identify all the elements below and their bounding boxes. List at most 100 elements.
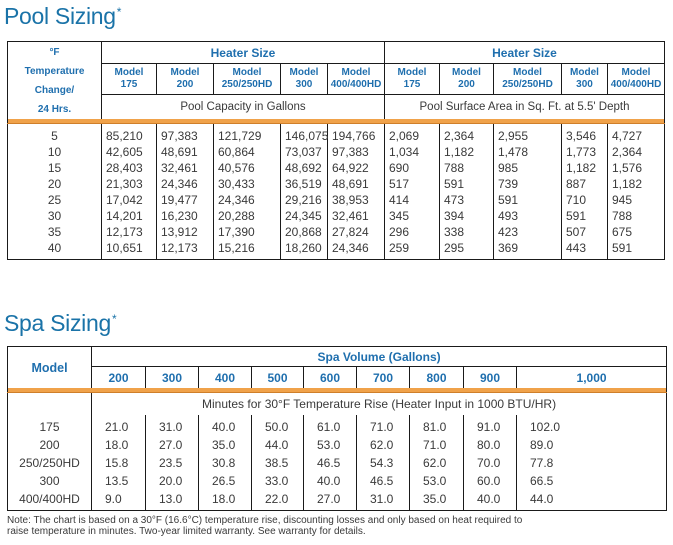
table-cell: 1,034 xyxy=(384,144,440,160)
model-header-line: 300 xyxy=(576,79,593,90)
temperature-change-cell: 35 xyxy=(7,224,102,240)
temperature-change-cell: 15 xyxy=(7,160,102,176)
table-cell: 2,069 xyxy=(384,123,440,144)
table-row: 250/250HD 15.8 23.5 30.8 38.5 46.5 54.3 62.0 70.… xyxy=(7,454,667,472)
model-header-line: 400/400HD xyxy=(330,79,382,90)
table-cell: 29,216 xyxy=(280,192,328,208)
table-cell: 121,729 xyxy=(213,123,281,144)
row-header-line: °F xyxy=(49,46,60,58)
table-row: 30 14,201 16,230 20,288 24,345 32,461 345 394 49… xyxy=(7,208,665,224)
table-cell: 60.0 xyxy=(463,472,517,490)
table-cell: 80.0 xyxy=(463,436,517,454)
table-cell: 21.0 xyxy=(105,420,129,434)
spa-volume-column-header: 800 xyxy=(409,366,464,388)
spa-orange-divider xyxy=(7,388,667,393)
table-cell: 9.0 xyxy=(105,492,122,506)
spa-model-header: Model xyxy=(7,346,92,388)
temperature-change-cell: 25 xyxy=(7,192,102,208)
spa-volume-column-header: 500 xyxy=(251,366,304,388)
pool-orange-divider xyxy=(7,119,665,124)
table-cell: 1,182 xyxy=(439,144,494,160)
heater-model-header: Model 300 xyxy=(280,63,328,95)
temperature-change-cell: 20 xyxy=(7,176,102,192)
model-header-line: Model xyxy=(289,67,319,78)
table-cell: 20,868 xyxy=(280,224,328,240)
table-cell: 414 xyxy=(384,192,440,208)
table-cell: 690 xyxy=(384,160,440,176)
table-cell: 71.0 xyxy=(409,436,464,454)
table-cell: 887 xyxy=(561,176,608,192)
table-cell: 18,260 xyxy=(280,240,328,260)
table-cell: 40.0 xyxy=(303,472,357,490)
table-cell: 345 xyxy=(384,208,440,224)
model-header-line: Model xyxy=(232,67,262,78)
spa-model-cell: 200 xyxy=(7,436,92,454)
table-cell: 443 xyxy=(561,240,608,260)
table-cell: 27.0 xyxy=(303,490,357,511)
table-cell: 2,364 xyxy=(439,123,494,144)
table-cell: 493 xyxy=(493,208,562,224)
spa-volume-column-header: 600 xyxy=(303,366,357,388)
table-cell: 194,766 xyxy=(327,123,385,144)
table-cell: 591 xyxy=(439,176,494,192)
table-cell: 985 xyxy=(493,160,562,176)
footnote-line: Note: The chart is based on a 30°F (16.6… xyxy=(7,515,523,526)
table-cell: 61.0 xyxy=(303,415,357,436)
heater-model-header: Model 400/400HD xyxy=(607,63,665,95)
table-cell: 71.0 xyxy=(356,415,410,436)
table-cell: 591 xyxy=(493,192,562,208)
table-cell: 369 xyxy=(493,240,562,260)
model-header-line: 175 xyxy=(120,79,138,90)
heater-model-header: Model 250/250HD xyxy=(493,63,562,95)
model-header-line: Model xyxy=(114,67,144,78)
table-cell: 591 xyxy=(561,208,608,224)
pool-capacity-caption: Pool Capacity in Gallons xyxy=(101,94,385,119)
spa-volume-row: 200 300 400 500 600 700 800 900 1,000 xyxy=(8,366,667,388)
spa-model-cell: 300 xyxy=(7,472,92,490)
table-cell: 739 xyxy=(493,176,562,192)
temperature-change-header: °F Temperature Change/ 24 Hrs. xyxy=(7,41,102,119)
table-cell: 473 xyxy=(439,192,494,208)
table-cell: 1,478 xyxy=(493,144,562,160)
table-cell: 54.3 xyxy=(356,454,410,472)
table-cell: 21,303 xyxy=(106,177,143,191)
table-row: 40 10,651 12,173 15,216 18,260 24,346 259 295 36… xyxy=(7,240,665,260)
table-cell: 36,519 xyxy=(280,176,328,192)
table-cell: 27.0 xyxy=(145,436,199,454)
table-cell: 46.5 xyxy=(356,472,410,490)
table-cell: 24,345 xyxy=(280,208,328,224)
table-cell: 81.0 xyxy=(409,415,464,436)
model-header-line: 175 xyxy=(403,79,421,90)
table-cell: 40,576 xyxy=(213,160,281,176)
table-cell: 18.0 xyxy=(198,490,252,511)
table-cell: 32,461 xyxy=(327,208,385,224)
table-row: 200 18.0 27.0 35.0 44.0 53.0 62.0 71.0 80.0 89.0 xyxy=(7,436,667,454)
table-cell: 97,383 xyxy=(156,123,214,144)
model-header-line: Model xyxy=(513,67,542,78)
spa-volume-column-header: 900 xyxy=(463,366,517,388)
table-cell: 675 xyxy=(607,224,665,240)
spa-volume-header: Spa Volume (Gallons) xyxy=(91,346,667,367)
heater-model-header: Model 400/400HD xyxy=(327,63,385,95)
table-cell: 28,403 xyxy=(106,161,143,175)
heater-model-header: Model 300 xyxy=(561,63,608,95)
table-cell: 53.0 xyxy=(303,436,357,454)
table-cell: 10,651 xyxy=(106,241,143,255)
temperature-change-cell: 10 xyxy=(7,144,102,160)
table-cell: 788 xyxy=(439,160,494,176)
table-cell: 13,912 xyxy=(156,224,214,240)
table-cell: 16,230 xyxy=(156,208,214,224)
table-cell: 423 xyxy=(493,224,562,240)
table-cell: 38,953 xyxy=(327,192,385,208)
table-cell: 85,210 xyxy=(106,129,143,143)
heater-model-header: Model 175 xyxy=(102,64,157,95)
table-cell: 2,955 xyxy=(493,123,562,144)
heater-size-header-left: Heater Size xyxy=(101,41,385,64)
table-row: 25 17,042 19,477 24,346 29,216 38,953 414 473 59… xyxy=(7,192,665,208)
table-cell: 15,216 xyxy=(213,240,281,260)
temperature-change-cell: 30 xyxy=(7,208,102,224)
row-header-line: Change/ xyxy=(34,84,75,96)
table-cell: 23.5 xyxy=(145,454,199,472)
table-cell: 1,182 xyxy=(561,160,608,176)
table-cell: 22.0 xyxy=(251,490,304,511)
